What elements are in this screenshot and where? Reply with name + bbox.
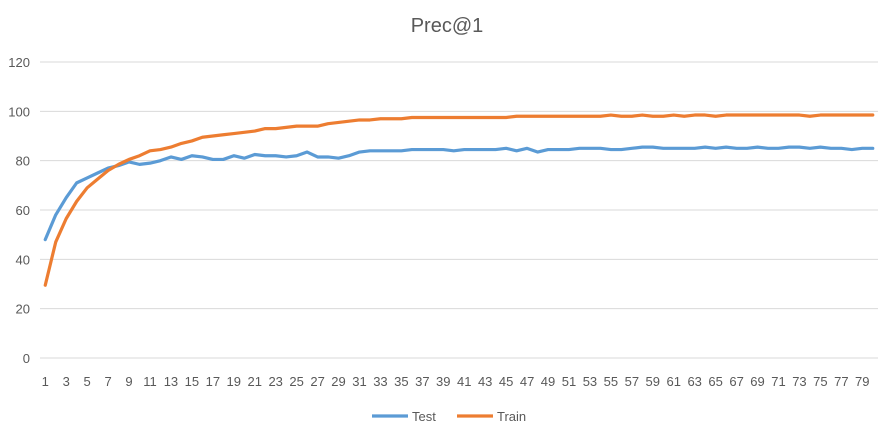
- x-tick-label: 79: [855, 374, 869, 389]
- x-tick-label: 39: [436, 374, 450, 389]
- x-tick-label: 41: [457, 374, 471, 389]
- chart-title: Prec@1: [411, 15, 484, 37]
- x-tick-label: 13: [164, 374, 178, 389]
- x-tick-label: 75: [813, 374, 827, 389]
- x-axis-ticks: 1 3 5 7 9 11 13 15 17 19 21 23 25 27 29 31 33 35 37 39 41 43 4…: [42, 374, 870, 389]
- x-tick-label: 71: [771, 374, 785, 389]
- y-tick-label: 0: [23, 351, 30, 366]
- x-tick-label: 17: [206, 374, 220, 389]
- x-tick-label: 27: [310, 374, 324, 389]
- x-tick-label: 59: [646, 374, 660, 389]
- x-tick-label: 15: [185, 374, 199, 389]
- x-tick-label: 5: [84, 374, 91, 389]
- y-tick-label: 120: [8, 55, 30, 70]
- x-tick-label: 9: [125, 374, 132, 389]
- x-tick-label: 37: [415, 374, 429, 389]
- x-tick-label: 35: [394, 374, 408, 389]
- series-lines: [43, 113, 875, 287]
- x-tick-label: 7: [104, 374, 111, 389]
- x-tick-label: 51: [562, 374, 576, 389]
- x-tick-label: 57: [625, 374, 639, 389]
- y-axis-ticks: 0 20 40 60 80 100 120: [8, 55, 30, 366]
- x-tick-label: 11: [143, 374, 157, 389]
- legend-label-test: Test: [412, 409, 436, 424]
- x-tick-label: 3: [63, 374, 70, 389]
- x-tick-label: 65: [708, 374, 722, 389]
- x-tick-label: 33: [373, 374, 387, 389]
- series-line-test: [43, 145, 875, 242]
- gridlines: [40, 61, 878, 359]
- x-tick-label: 61: [667, 374, 681, 389]
- series-line-train: [43, 113, 875, 287]
- x-tick-label: 63: [687, 374, 701, 389]
- y-tick-label: 40: [16, 252, 30, 267]
- y-tick-label: 20: [16, 302, 30, 317]
- x-tick-label: 49: [541, 374, 555, 389]
- x-tick-label: 21: [248, 374, 262, 389]
- x-tick-label: 31: [352, 374, 366, 389]
- x-tick-label: 53: [583, 374, 597, 389]
- x-tick-label: 77: [834, 374, 848, 389]
- y-tick-label: 60: [16, 203, 30, 218]
- x-tick-label: 25: [289, 374, 303, 389]
- x-tick-label: 1: [42, 374, 49, 389]
- x-tick-label: 23: [268, 374, 282, 389]
- x-tick-label: 55: [604, 374, 618, 389]
- x-tick-label: 47: [520, 374, 534, 389]
- x-tick-label: 29: [331, 374, 345, 389]
- legend: Test Train: [372, 409, 526, 424]
- x-tick-label: 69: [750, 374, 764, 389]
- x-tick-label: 67: [729, 374, 743, 389]
- x-tick-label: 43: [478, 374, 492, 389]
- x-tick-label: 19: [227, 374, 241, 389]
- legend-label-train: Train: [497, 409, 526, 424]
- y-tick-label: 80: [16, 154, 30, 169]
- x-tick-label: 73: [792, 374, 806, 389]
- x-tick-label: 45: [499, 374, 513, 389]
- y-tick-label: 100: [8, 104, 30, 119]
